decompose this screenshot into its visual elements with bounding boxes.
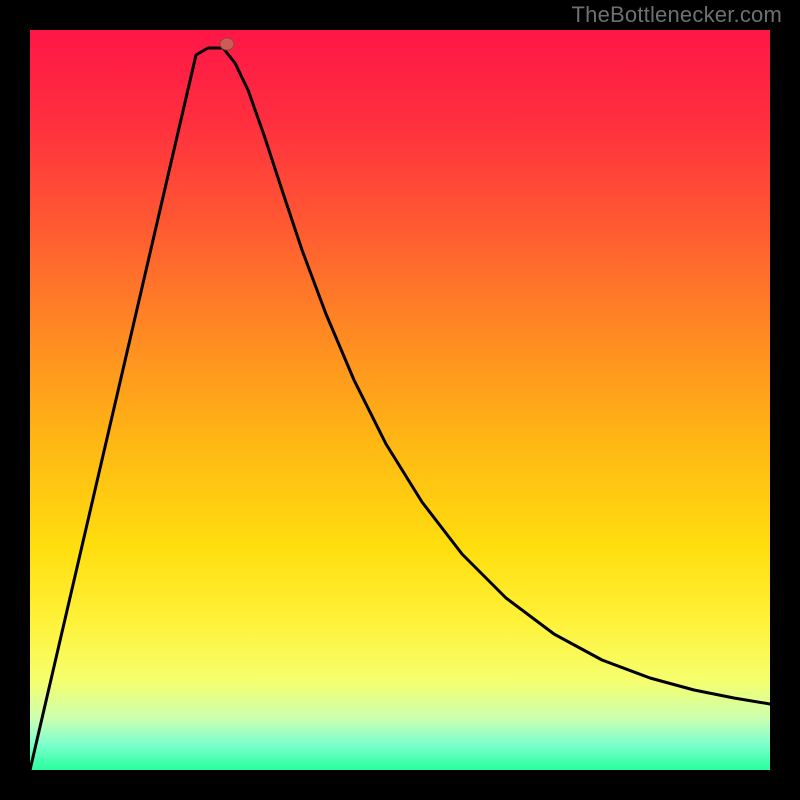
- chart-background: [30, 30, 770, 770]
- chart-svg: [30, 30, 770, 770]
- outer-frame: TheBottlenecker.com: [0, 0, 800, 800]
- optimum-marker: [220, 38, 234, 50]
- watermark-text: TheBottlenecker.com: [572, 2, 782, 28]
- plot-area: [30, 30, 770, 770]
